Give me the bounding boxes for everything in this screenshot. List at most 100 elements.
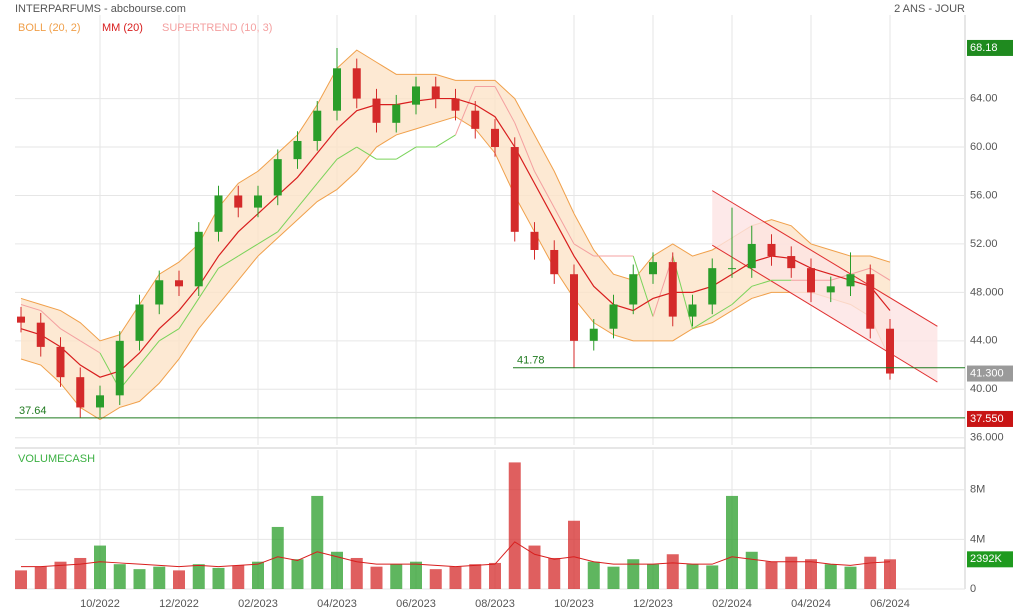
- bar: [647, 564, 659, 589]
- bar: [805, 559, 817, 589]
- candle-body: [471, 110, 480, 129]
- bar: [785, 556, 798, 589]
- candle-body: [668, 262, 677, 317]
- supertrend-line: [198, 267, 219, 299]
- candle-body: [135, 304, 144, 341]
- candle-body: [17, 316, 25, 323]
- supertrend-line: [257, 231, 279, 245]
- supertrend-line: [534, 171, 555, 208]
- bollinger-fill: [21, 50, 890, 420]
- y-tick-label: 48.000: [970, 286, 1004, 298]
- x-tick-label: 02/2024: [712, 598, 752, 610]
- candle-body: [728, 268, 736, 270]
- supertrend-line: [356, 146, 377, 160]
- candle-body: [550, 249, 559, 275]
- supertrend-line: [692, 316, 713, 330]
- bar: [94, 545, 106, 589]
- supertrend-line: [60, 328, 81, 342]
- supertrend-line: [731, 285, 753, 305]
- candle-body: [56, 346, 65, 378]
- chart-title: INTERPARFUMS - abcbourse.com: [15, 3, 186, 15]
- y-tick-label: 40.00: [970, 383, 998, 395]
- bar: [706, 565, 719, 589]
- candle-body: [76, 377, 85, 408]
- bar: [627, 559, 640, 589]
- candle-body: [491, 128, 499, 148]
- bar: [252, 561, 264, 589]
- y-tick-label: 36.000: [970, 432, 1004, 444]
- supertrend-line: [850, 267, 871, 275]
- supertrend-line: [455, 86, 476, 136]
- bar: [765, 561, 778, 589]
- candle-body: [273, 159, 282, 196]
- bar: [311, 495, 324, 589]
- candle-body: [392, 104, 401, 123]
- y-tick-label: 44.00: [970, 335, 998, 347]
- candle-body: [175, 280, 183, 287]
- candle-body: [708, 268, 717, 305]
- level-label: 41.78: [517, 355, 545, 367]
- price-tag: [967, 365, 1013, 382]
- volume-average: [21, 541, 891, 568]
- bar: [410, 561, 422, 589]
- x-tick-label: 12/2022: [159, 598, 199, 610]
- x-tick-label: 10/2022: [80, 598, 120, 610]
- candle-body: [36, 322, 45, 347]
- candle-body: [313, 110, 322, 141]
- candle-body: [629, 274, 638, 305]
- x-tick-label: 06/2023: [396, 598, 436, 610]
- bar: [390, 564, 403, 589]
- y-tick-label: 4M: [970, 533, 985, 545]
- supertrend-line: [869, 267, 891, 281]
- bar: [370, 566, 383, 589]
- bar: [113, 564, 126, 589]
- bar: [686, 564, 699, 589]
- candle-body: [254, 195, 262, 208]
- bar: [548, 557, 561, 589]
- candle-body: [293, 140, 302, 160]
- candle-body: [96, 395, 104, 408]
- supertrend-line: [218, 255, 239, 269]
- bar: [726, 495, 738, 589]
- supertrend-line: [573, 243, 595, 257]
- candle-body: [570, 274, 578, 341]
- candle-body: [431, 86, 440, 99]
- bar: [666, 554, 679, 589]
- candle-body: [866, 274, 875, 329]
- bar: [331, 551, 343, 589]
- candle-body: [155, 280, 164, 305]
- candle-body: [234, 195, 243, 208]
- bar: [489, 562, 501, 589]
- x-tick-label: 02/2023: [238, 598, 278, 610]
- candle-body: [688, 304, 697, 317]
- candle-body: [115, 340, 124, 396]
- supertrend-line: [79, 340, 101, 354]
- supertrend-line: [632, 255, 654, 317]
- bar: [844, 566, 857, 589]
- supertrend-line: [336, 146, 358, 160]
- bar: [271, 526, 284, 589]
- supertrend-line: [178, 298, 200, 329]
- bar: [745, 551, 758, 589]
- bar: [173, 570, 185, 589]
- y-tick-label: 8M: [970, 484, 985, 496]
- y-tick-label: 0: [970, 583, 976, 595]
- bar: [212, 567, 225, 589]
- supertrend-line: [20, 304, 41, 312]
- bar: [15, 570, 27, 589]
- supertrend-line: [395, 146, 417, 160]
- candle-body: [747, 243, 756, 269]
- candle-body: [372, 98, 381, 123]
- price-tag-label: 68.18: [970, 42, 998, 54]
- y-tick-label: 56.00: [970, 189, 998, 201]
- y-tick-label: 52.00: [970, 238, 998, 250]
- bar: [429, 569, 442, 589]
- supertrend-line: [237, 243, 259, 257]
- supertrend-line: [316, 158, 338, 184]
- price-tag: [967, 39, 1013, 56]
- candle-body: [333, 68, 341, 111]
- bar: [449, 566, 462, 589]
- x-tick-label: 12/2023: [633, 598, 673, 610]
- bar: [232, 565, 245, 589]
- supertrend-line: [514, 122, 535, 172]
